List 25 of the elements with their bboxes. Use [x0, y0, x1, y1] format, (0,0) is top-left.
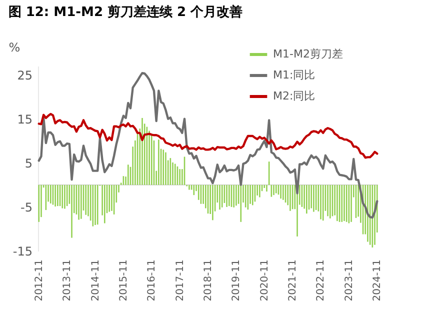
y-tick-label: -15: [12, 244, 32, 258]
chart-title: 图 12: M1-M2 剪刀差连续 2 个月改善: [8, 4, 243, 20]
x-tick-label: 2023-11: [344, 260, 355, 302]
x-tick-label: 2016-11: [146, 260, 158, 302]
y-tick-label: -5: [20, 200, 32, 214]
x-tick-label: 2021-11: [288, 260, 299, 302]
x-tick-label: 2013-11: [62, 260, 74, 302]
x-tick-label: 2024-11: [372, 260, 384, 302]
x-tick-label: 2015-11: [118, 260, 130, 302]
x-tick-label: 2020-11: [259, 260, 270, 302]
x-tick-label: 2017-11: [174, 260, 186, 302]
x-tick-label: 2012-11: [34, 260, 45, 302]
line-series: [38, 112, 378, 159]
y-tick-label: 5: [24, 156, 32, 170]
x-tick-label: 2022-11: [316, 260, 327, 302]
x-tick-label: 2018-11: [203, 260, 214, 302]
y-axis-title: %: [8, 40, 20, 54]
line-series: [38, 72, 378, 219]
legend-label: M2:同比: [273, 90, 316, 102]
x-tick-label: 2019-11: [231, 260, 242, 302]
y-tick-label: 25: [17, 68, 32, 82]
x-tick-label: 2014-11: [90, 260, 102, 302]
legend-label: M1-M2剪刀差: [273, 48, 343, 60]
legend-label: M1:同比: [273, 68, 316, 82]
y-tick-label: 15: [17, 112, 32, 126]
